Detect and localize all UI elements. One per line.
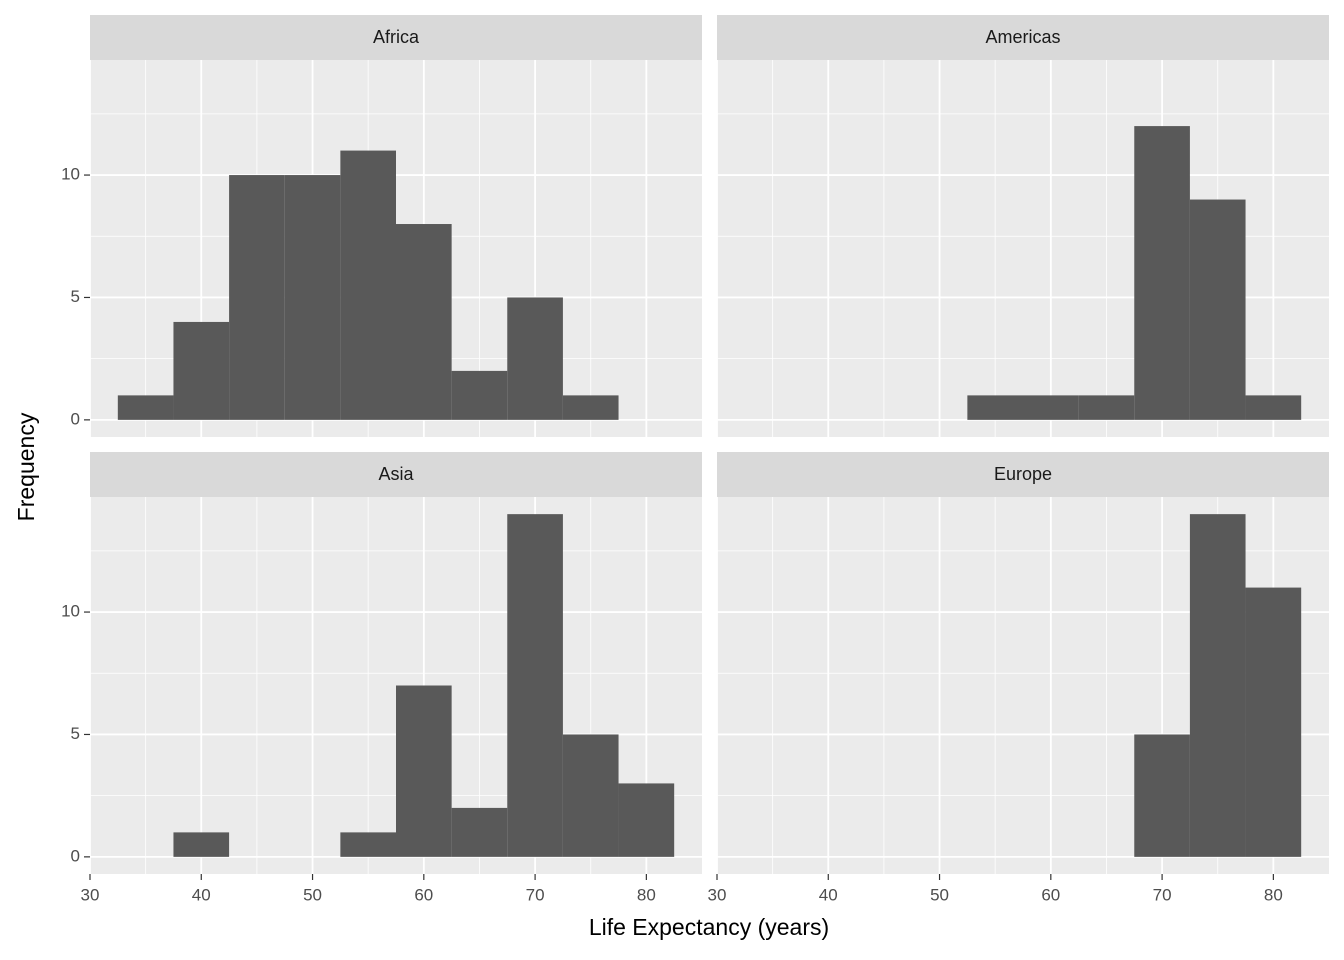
bar bbox=[562, 395, 619, 420]
bar bbox=[618, 783, 675, 857]
bar bbox=[117, 395, 174, 420]
y-tick-label: 10 bbox=[61, 602, 80, 621]
bar bbox=[451, 370, 508, 420]
strip-label: Asia bbox=[378, 464, 414, 484]
bar bbox=[1134, 126, 1190, 420]
bar bbox=[451, 807, 508, 857]
bar bbox=[396, 685, 452, 857]
x-tick-label: 40 bbox=[192, 885, 211, 904]
strip-label: Europe bbox=[994, 464, 1052, 484]
x-tick-label: 80 bbox=[1264, 885, 1283, 904]
bar bbox=[396, 224, 452, 420]
strip-background bbox=[717, 452, 1329, 497]
bar bbox=[507, 514, 563, 857]
y-tick-label: 0 bbox=[71, 846, 80, 865]
bar bbox=[1245, 587, 1302, 857]
bar bbox=[173, 321, 230, 420]
x-tick-label: 30 bbox=[81, 885, 100, 904]
bar bbox=[1245, 395, 1302, 420]
bar bbox=[229, 175, 285, 420]
bar bbox=[562, 734, 619, 857]
x-tick-label: 60 bbox=[1041, 885, 1060, 904]
x-axis-title: Life Expectancy (years) bbox=[589, 914, 829, 940]
bar bbox=[1189, 514, 1246, 857]
y-axis-title: Frequency bbox=[13, 412, 39, 521]
x-tick-label: 40 bbox=[819, 885, 838, 904]
strip-background bbox=[90, 15, 702, 60]
y-tick-label: 5 bbox=[71, 724, 80, 743]
bar bbox=[173, 832, 230, 857]
strip-background bbox=[717, 15, 1329, 60]
x-tick-label: 70 bbox=[526, 885, 545, 904]
x-tick-label: 50 bbox=[303, 885, 322, 904]
bar bbox=[340, 832, 396, 857]
bar bbox=[340, 150, 396, 420]
bar bbox=[507, 297, 563, 420]
strip-label: Americas bbox=[985, 27, 1060, 47]
x-tick-label: 70 bbox=[1153, 885, 1172, 904]
bar bbox=[1189, 199, 1246, 420]
strip-label: Africa bbox=[373, 27, 420, 47]
x-tick-label: 80 bbox=[637, 885, 656, 904]
bar bbox=[284, 175, 341, 420]
bar bbox=[1078, 395, 1135, 420]
bar bbox=[1023, 395, 1079, 420]
bar bbox=[967, 395, 1023, 420]
x-tick-label: 50 bbox=[930, 885, 949, 904]
strip-background bbox=[90, 452, 702, 497]
y-tick-label: 5 bbox=[71, 287, 80, 306]
y-tick-label: 10 bbox=[61, 165, 80, 184]
x-tick-label: 30 bbox=[708, 885, 727, 904]
x-tick-label: 60 bbox=[414, 885, 433, 904]
y-tick-label: 0 bbox=[71, 409, 80, 428]
bar bbox=[1134, 734, 1190, 857]
